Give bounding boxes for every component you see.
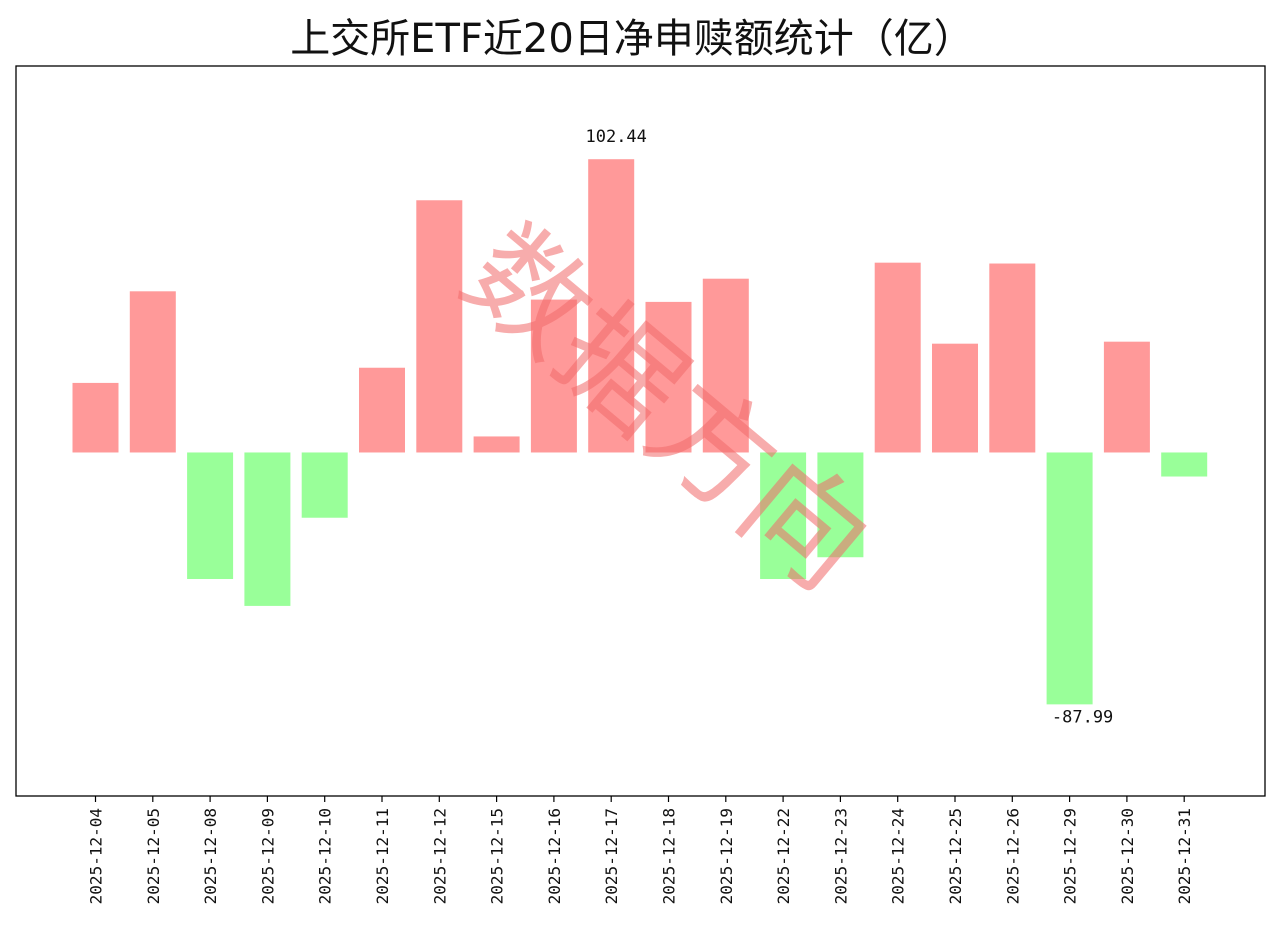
x-tick-label-2025-12-10: 2025-12-10 [316,808,335,904]
bar-2025-12-17 [588,159,635,453]
x-tick-label-2025-12-16: 2025-12-16 [545,808,564,904]
x-axis-ticks: 2025-12-04 2025-12-05 2025-12-08 2025-12-09… [87,796,1194,904]
x-tick-label-2025-12-04: 2025-12-04 [87,808,106,904]
bar-2025-12-26 [989,263,1036,453]
x-tick-label-2025-12-18: 2025-12-18 [660,808,679,904]
x-tick-label-2025-12-29: 2025-12-29 [1061,808,1080,904]
bar-2025-12-11 [359,367,405,453]
watermark-text: 数据方向 [438,201,895,616]
bar-2025-12-18 [645,301,692,453]
x-tick-label-2025-12-12: 2025-12-12 [430,808,449,904]
x-tick-label-2025-12-19: 2025-12-19 [717,808,736,904]
x-tick-label-2025-12-11: 2025-12-11 [373,808,392,904]
x-tick-label-2025-12-15: 2025-12-15 [488,808,507,904]
bar-2025-12-22 [760,452,807,580]
plot-frame [15,65,1266,797]
bar-2025-12-08 [187,452,234,580]
x-tick-label-2025-12-23: 2025-12-23 [831,808,850,904]
x-tick-label-2025-12-26: 2025-12-26 [1003,808,1022,904]
x-tick-label-2025-12-25: 2025-12-25 [946,808,965,904]
x-tick-label-2025-12-24: 2025-12-24 [889,808,908,904]
bar-2025-12-19 [702,278,749,453]
bar-2025-12-24 [874,262,921,453]
data-labels-group: 102.44 -87.99 [585,127,1113,727]
x-tick-label-2025-12-30: 2025-12-30 [1118,808,1137,904]
bar-2025-12-05 [129,291,176,453]
data-label-2025-12-17: 102.44 [585,127,646,147]
bar-2025-12-12 [416,200,463,453]
x-tick-label-2025-12-22: 2025-12-22 [774,808,793,904]
bar-2025-12-25 [932,343,978,453]
x-tick-label-2025-12-05: 2025-12-05 [144,808,163,904]
chart-title: 上交所ETF近20日净申赎额统计（亿） [290,16,974,62]
bar-2025-12-31 [1161,452,1208,477]
bar-2025-12-29 [1046,452,1093,705]
bar-2025-12-10 [301,452,348,518]
bars-group [72,159,1208,705]
x-tick-label-2025-12-09: 2025-12-09 [258,808,277,904]
x-tick-label-2025-12-31: 2025-12-31 [1175,808,1194,904]
bar-2025-12-30 [1103,341,1150,453]
x-tick-label-2025-12-17: 2025-12-17 [602,808,621,904]
x-tick-label-2025-12-08: 2025-12-08 [201,808,220,904]
data-label-2025-12-29: -87.99 [1052,707,1113,727]
bar-2025-12-16 [530,299,577,453]
bar-2025-12-15 [473,436,520,453]
bar-2025-12-09 [244,452,291,606]
bar-2025-12-04 [72,382,119,453]
bar-2025-12-23 [817,452,864,558]
